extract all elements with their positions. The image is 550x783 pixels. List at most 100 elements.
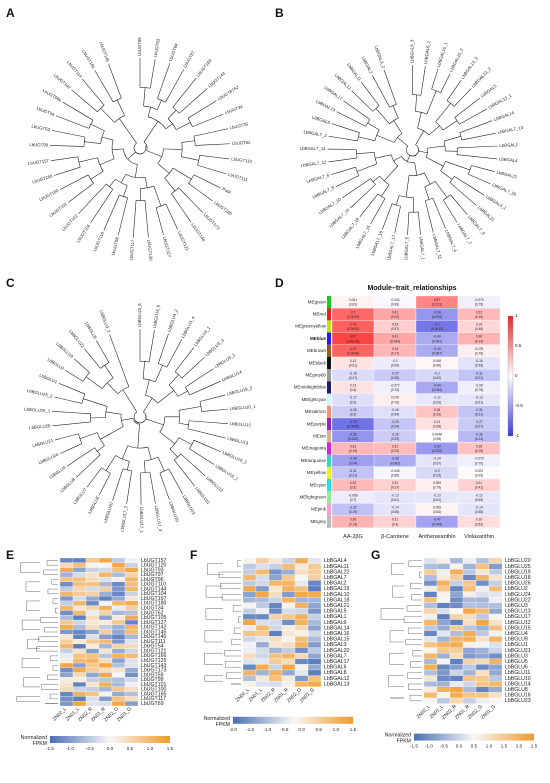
correlation-value: 0.023: [475, 469, 483, 473]
scale-tick: 1: [515, 313, 518, 318]
heatmap-cell: [436, 669, 451, 676]
heatmap-cell: [436, 613, 451, 620]
tree-leaf-label: LbBGLU25_1: [24, 407, 51, 414]
heatmap-cell: [423, 641, 438, 648]
heatmap-cell: [85, 691, 100, 697]
tree-branch: [103, 473, 111, 488]
tree-leaf-label: LbUGT166: [32, 173, 54, 184]
tree-branch: [55, 115, 66, 120]
panel-label-c: C: [6, 276, 15, 290]
heatmap-cell: [462, 686, 477, 693]
heatmap-cell: [268, 585, 283, 592]
heatmap-cell: [475, 630, 490, 637]
tree-branch: [100, 426, 124, 440]
heatmap-cell: [436, 697, 451, 704]
tree-branch: [172, 94, 184, 108]
panel-label-a: A: [6, 6, 15, 20]
heatmap-cell: [462, 647, 477, 654]
tree-branch: [164, 177, 176, 192]
tree-branch: [451, 214, 458, 223]
heatmap-cell: [436, 608, 451, 615]
heatmap-cell: [124, 639, 139, 645]
heatmap-cell: [488, 574, 503, 581]
heatmap-cell: [72, 572, 87, 578]
correlation-value: -0.13: [433, 493, 440, 497]
heatmap-cell: [462, 653, 477, 659]
heatmap-cell: [462, 608, 477, 615]
heatmap-cell: [111, 672, 126, 678]
heatmap-cell: [124, 643, 139, 649]
heatmap-cell: [488, 613, 503, 620]
tree-branch: [82, 78, 94, 93]
dendrogram-branch: [204, 653, 223, 665]
heatmap-cell: [72, 643, 87, 649]
tree-leaf-label: LbUGT87: [182, 49, 196, 68]
tree-branch: [144, 200, 147, 218]
tree-leaf-label: LbBGAL12: [334, 73, 353, 92]
tree-branch: [132, 227, 135, 238]
heatmap-cell: [449, 625, 464, 631]
heatmap-cell: [85, 629, 100, 635]
tree-leaf-label: LbUGT145: [98, 41, 110, 63]
expression-heatmap-bgal: LbBGAL4LbBGAL11LbBGAL22LbBGAL7LbBGAL2LbB…: [204, 557, 357, 732]
tree-leaf-label: LbBGAL7_9: [467, 214, 486, 236]
tree-branch: [54, 396, 69, 401]
tree-branch: [353, 107, 371, 120]
heatmap-cell: [111, 576, 126, 582]
tree-leaf-label: LbBGAL3_1: [485, 194, 508, 211]
tree-leaf-label: LbBGLU7: [72, 487, 88, 506]
heatmap-cell: [242, 653, 257, 659]
tree-leaf-label: LbBGAL5: [480, 83, 498, 99]
heatmap-cell: [294, 636, 309, 643]
tree-branch: [430, 222, 434, 233]
tree-branch: [189, 420, 206, 423]
tree-branch: [218, 394, 226, 398]
heatmap-cell: [72, 634, 87, 640]
heatmap-cell: [124, 634, 139, 640]
tree-branch: [65, 370, 76, 377]
tree-branch: [109, 178, 116, 187]
tree-branch: [217, 128, 228, 132]
correlation-value: 0.0048: [432, 432, 442, 436]
tree-branch: [119, 118, 137, 144]
tree-branch: [148, 339, 154, 362]
heatmap-cell: [124, 605, 139, 611]
dendrogram-branch: [407, 672, 422, 679]
heatmap-cell: [98, 677, 113, 683]
p-value: (0.19): [349, 510, 357, 514]
tree-branch: [50, 158, 65, 161]
tree-branch: [147, 446, 152, 460]
heatmap-cell: [59, 605, 74, 611]
heatmap-cell: [488, 563, 503, 570]
tree-branch: [361, 178, 371, 186]
module-label: MEbrown: [307, 348, 327, 353]
tree-branch: [68, 399, 82, 404]
heatmap-cell: [423, 636, 438, 643]
heatmap-cell: [268, 664, 283, 671]
gene-label: LbBGAL8: [324, 670, 347, 676]
tree-branch: [200, 381, 221, 391]
tree-branch: [376, 134, 395, 143]
gene-label: LbUGT142: [141, 625, 166, 631]
correlation-value: -0.13: [391, 493, 398, 497]
tree-branch: [149, 471, 153, 484]
scale-tick: -0.5: [280, 727, 288, 732]
dendrogram-branch: [26, 600, 40, 611]
tree-leaf-label: LbUGT100: [38, 188, 59, 202]
heatmap-cell: [281, 636, 296, 643]
tree-leaf-label: PutA: [221, 186, 232, 195]
heatmap-cell: [72, 591, 87, 597]
tree-branch: [133, 142, 144, 155]
heatmap-cell: [111, 648, 126, 654]
dendrogram-branch: [21, 619, 40, 630]
tree-leaf-label: LbBGAL7_1: [419, 236, 426, 260]
tree-branch: [193, 439, 207, 446]
heatmap-cell: [294, 597, 309, 603]
tree-leaf-label: LbBGLU3_3: [204, 337, 225, 357]
heatmap-cell: [436, 647, 451, 654]
gene-label: LbBGAL20: [324, 648, 349, 654]
tree-branch: [81, 183, 94, 193]
tree-branch: [101, 136, 114, 141]
heatmap-cell: [281, 557, 296, 564]
tree-branch: [201, 410, 211, 412]
